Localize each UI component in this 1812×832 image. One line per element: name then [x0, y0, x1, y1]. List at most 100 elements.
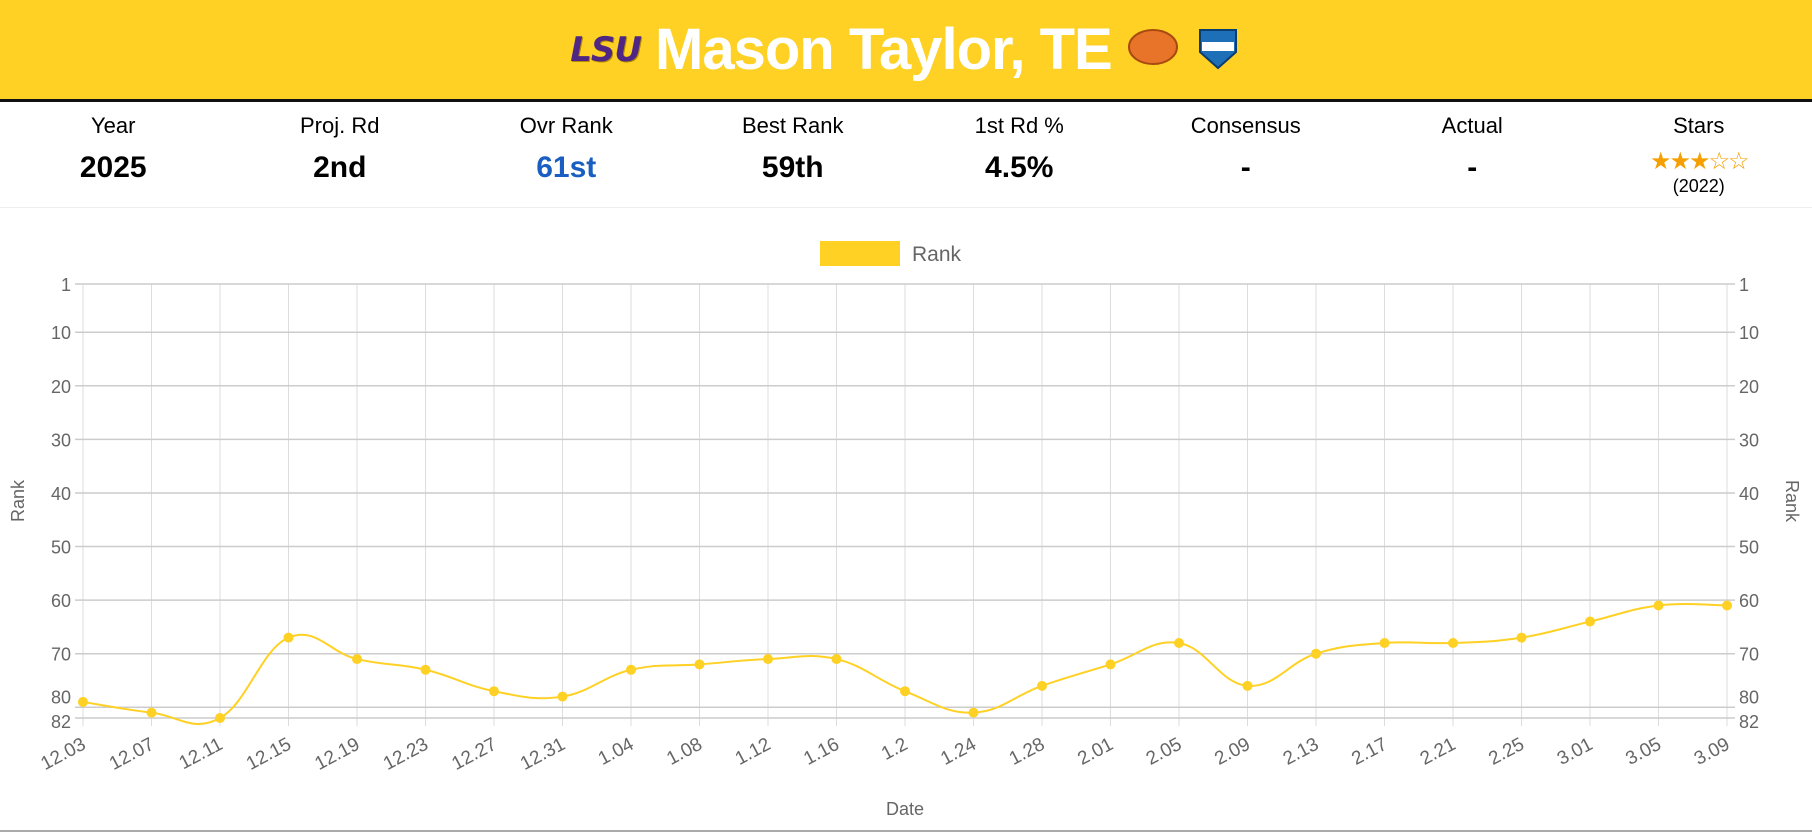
y-tick-label-left: 50	[51, 538, 71, 558]
stat-label: Year	[91, 113, 136, 138]
y-tick-label-right: 82	[1739, 712, 1759, 732]
header-banner: LSU Mason Taylor, TE	[0, 0, 1812, 102]
stat-ovr-rank: Ovr Rank 61st	[453, 105, 680, 207]
stat-stars: Stars ★★★☆☆ (2022)	[1586, 105, 1812, 207]
x-tick-label: 1.08	[663, 734, 706, 770]
x-tick-label: 3.09	[1691, 734, 1734, 770]
y-tick-label-left: 40	[51, 484, 71, 504]
stat-value: 2nd	[313, 151, 367, 184]
y-tick-label-right: 30	[1739, 430, 1759, 450]
divider	[0, 830, 1812, 832]
stat-actual: Actual -	[1359, 105, 1586, 207]
stat-year: Year 2025	[0, 105, 227, 207]
y-axis-title-right: Rank	[1782, 480, 1802, 523]
y-tick-label-left: 70	[51, 645, 71, 665]
star-rating: ★★★☆☆	[1649, 148, 1750, 175]
y-axis-title: Rank	[8, 479, 28, 522]
data-point	[1516, 632, 1527, 643]
stat-proj-rd: Proj. Rd 2nd	[227, 105, 454, 207]
y-tick-label-left: 20	[51, 377, 71, 397]
legend-label: Rank	[912, 243, 962, 266]
x-tick-label: 12.03	[38, 734, 90, 775]
x-tick-label: 1.04	[595, 734, 638, 770]
y-tick-label-right: 40	[1739, 484, 1759, 504]
data-point	[626, 664, 636, 675]
x-tick-label: 1.28	[1006, 734, 1049, 770]
y-tick-label-left: 82	[51, 712, 71, 732]
x-tick-label: 2.09	[1211, 734, 1254, 770]
stat-value: -	[1240, 151, 1251, 184]
stat-label: 1st Rd %	[974, 113, 1064, 138]
x-tick-label: 2.01	[1074, 734, 1117, 770]
y-tick-label-right: 20	[1739, 377, 1759, 397]
stat-label: Stars	[1673, 113, 1725, 138]
stat-value: 2025	[79, 151, 147, 184]
data-point	[1585, 616, 1595, 627]
data-point	[1722, 600, 1732, 611]
stat-value: 61st	[536, 151, 597, 184]
stat-label: Proj. Rd	[300, 113, 380, 138]
x-tick-label: 2.05	[1143, 734, 1186, 770]
x-tick-label: 12.15	[243, 734, 295, 775]
y-tick-label-right: 80	[1739, 687, 1759, 707]
stat-consensus: Consensus -	[1133, 105, 1360, 207]
stat-label: Best Rank	[742, 113, 844, 138]
data-point	[146, 707, 157, 718]
data-point	[283, 632, 294, 643]
data-point	[352, 654, 362, 665]
x-tick-label: 3.01	[1554, 734, 1597, 770]
data-point	[215, 713, 225, 723]
data-point	[763, 654, 773, 665]
y-tick-label-right: 60	[1739, 591, 1759, 611]
x-tick-label: 1.16	[800, 734, 843, 770]
x-tick-label: 2.21	[1417, 734, 1460, 770]
data-point	[1311, 648, 1321, 659]
stat-value: 59th	[761, 151, 824, 184]
school-logo: LSU	[570, 29, 642, 70]
legend-swatch	[820, 241, 900, 266]
x-tick-label: 3.05	[1622, 734, 1665, 770]
data-point	[1242, 680, 1253, 691]
y-tick-label-left: 80	[51, 687, 71, 707]
player-title: Mason Taylor, TE	[655, 17, 1113, 82]
data-point	[420, 664, 431, 675]
stat-best-rank: Best Rank 59th	[680, 105, 907, 207]
x-axis-title: Date	[886, 799, 924, 819]
x-tick-label: 12.07	[106, 734, 158, 775]
data-point	[78, 696, 88, 707]
y-tick-label-left: 1	[61, 275, 71, 295]
data-point	[1037, 680, 1047, 691]
x-tick-label: 2.13	[1280, 734, 1323, 770]
y-tick-label-right: 1	[1739, 275, 1749, 295]
senior-bowl-badge-icon	[1126, 27, 1180, 72]
data-point	[900, 686, 910, 697]
x-tick-label: 12.19	[312, 734, 364, 775]
stat-label: Actual	[1441, 113, 1503, 138]
stat-label: Ovr Rank	[519, 113, 613, 138]
stat-label: Consensus	[1190, 113, 1301, 138]
x-tick-label: 12.23	[380, 734, 432, 775]
x-tick-label: 12.31	[517, 734, 569, 775]
stats-row: Year 2025 Proj. Rd 2nd Ovr Rank 61st Best Rank…	[0, 105, 1812, 208]
stat-value: -	[1467, 151, 1478, 184]
x-tick-label: 12.11	[176, 734, 227, 774]
nfl-combine-badge-icon	[1194, 22, 1242, 77]
data-point	[1448, 637, 1458, 648]
x-tick-label: 1.12	[732, 734, 775, 770]
y-tick-label-left: 60	[51, 591, 71, 611]
stat-1st-rd-: 1st Rd % 4.5%	[906, 105, 1133, 207]
data-point	[968, 707, 979, 718]
x-tick-label: 1.2	[878, 734, 911, 765]
y-tick-label-left: 30	[51, 430, 71, 450]
data-point	[694, 659, 705, 670]
data-point	[1174, 637, 1184, 648]
y-tick-label-right: 50	[1739, 538, 1759, 558]
star-year: (2022)	[1672, 176, 1725, 196]
data-point	[1653, 600, 1664, 611]
x-tick-label: 2.25	[1485, 734, 1528, 770]
data-point	[489, 686, 499, 697]
y-tick-label-right: 70	[1739, 645, 1759, 665]
stat-value: 4.5%	[985, 151, 1054, 184]
data-point	[1379, 637, 1390, 648]
